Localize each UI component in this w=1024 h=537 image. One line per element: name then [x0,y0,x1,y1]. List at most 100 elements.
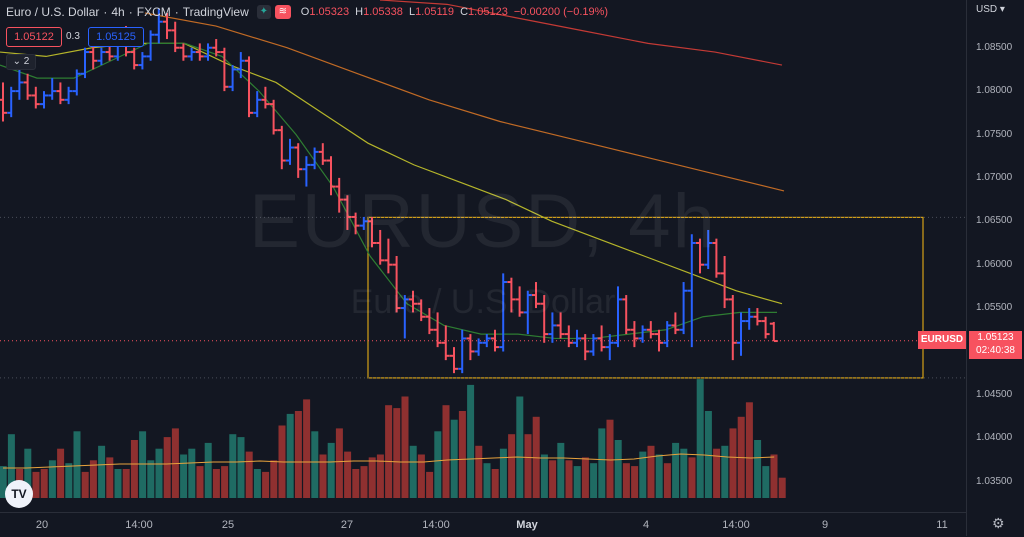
cubes-icon[interactable]: ✦ [256,5,271,19]
data-source: TradingView [182,5,249,19]
volume-bar [106,457,114,498]
volume-bar [122,469,130,498]
volume-bar [270,460,278,498]
ohlc-change: −0.00200 (−0.19%) [513,6,609,18]
ohlc-low: 1.05119 [415,6,455,18]
ohlc-values: O1.05323 H1.05338 L1.05119 C1.05123 −0.0… [300,6,609,18]
price-tick-label: 1.04500 [976,388,1013,400]
volume-bar [180,454,188,498]
volume-bar [688,457,696,498]
time-tick-label: 25 [221,519,235,531]
volume-bar [581,457,589,498]
volume-bar [352,469,360,498]
volume-bar [221,466,229,498]
tradingview-logo-icon[interactable]: TV [5,480,33,508]
volume-bar [48,460,56,498]
volume-bar [57,448,65,498]
volume-bar [483,463,491,498]
volume-bar [704,411,712,498]
volume-bar [647,445,655,498]
range-box [367,216,924,379]
volume-bar [385,405,393,498]
volume-bar [147,460,155,498]
symbol-name[interactable]: Euro / U.S. Dollar [6,5,100,19]
price-tick-label: 1.05500 [976,302,1013,314]
volume-bar [114,469,122,498]
buy-button[interactable]: 1.05125 [88,27,144,47]
volume-bar [7,434,15,498]
indicators-collapse-button[interactable]: ⌄ 2 [6,54,36,70]
volume-bar [335,428,343,498]
volume-bar [303,399,311,498]
volume-bar [393,408,401,498]
volume-bar [212,469,220,498]
ohlc-high: 1.05338 [363,6,403,18]
volume-bar [311,431,319,498]
time-tick-label: 14:00 [722,519,750,531]
volume-bar [713,448,721,498]
exchange: FXCM [136,5,171,19]
time-tick-label: 11 [936,519,948,531]
volume-bar [721,445,729,498]
volume-bar [565,460,573,498]
volume-bar [672,442,680,498]
volume-bar [188,448,196,498]
sell-button[interactable]: 1.05122 [6,27,62,47]
volume-bar [499,448,507,498]
volume-bar [606,419,614,498]
time-tick-label: 4 [642,519,650,531]
alert-icon[interactable]: ≋ [274,5,291,19]
volume-bar [319,454,327,498]
volume-bar [590,463,598,498]
volume-bar [516,396,524,498]
volume-bar [549,460,557,498]
volume-bar [98,445,106,498]
volume-bar [450,419,458,498]
symbol-price-tag: EURUSD [918,331,966,349]
volume-bar [426,471,434,498]
price-tick-label: 1.06000 [976,258,1013,270]
volume-bar [196,466,204,498]
spread-value: 0.3 [66,31,80,42]
ohlc-close: 1.05123 [468,6,508,18]
volume-bar [655,454,663,498]
volume-bar [778,477,786,498]
volume-bar [598,428,606,498]
volume-bar [65,463,73,498]
volume-bar [639,451,647,498]
volume-bar [417,454,425,498]
volume-bar [508,434,516,498]
volume-bar [360,466,368,498]
time-tick-label: 27 [340,519,354,531]
chart-header: Euro / U.S. Dollar · 4h · FXCM · Trading… [6,5,611,19]
volume-bar [204,442,212,498]
time-tick-label: 14:00 [125,519,153,531]
volume-bar [614,440,622,498]
price-tick-label: 1.03500 [976,475,1013,487]
volume-bar [557,442,565,498]
volume-bar [409,445,417,498]
volume-bar [139,431,147,498]
volume-bar [475,445,483,498]
timeframe[interactable]: 4h [111,5,125,19]
volume-bar [401,396,409,498]
volume-bar [745,402,753,498]
volume-bar [376,454,384,498]
price-axis[interactable] [966,0,1024,536]
volume-bar [155,448,163,498]
volume-bar [754,440,762,498]
volume-bar [491,469,499,498]
watermark-ticker: EURUSD, 4h [249,179,717,264]
time-axis[interactable]: 20 14:00 25 27 14:00 May 4 14:00 9 11 [0,512,966,537]
price-tick-label: 1.08000 [976,85,1013,97]
volume-bar [237,437,245,498]
gear-icon[interactable]: ⚙ [992,515,1005,531]
volume-bar [368,457,376,498]
currency-button[interactable]: USD ▾ [976,4,1005,15]
volume-bar [0,466,7,498]
volume-bar [663,463,671,498]
volume-bar [696,379,704,498]
volume-bar [262,471,270,498]
volume-bar [327,442,335,498]
